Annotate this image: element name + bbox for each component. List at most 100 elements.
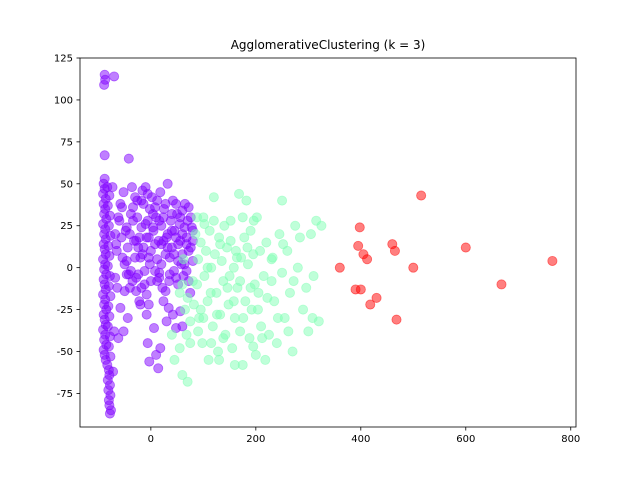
data-point xyxy=(187,276,198,287)
x-tick-label: 400 xyxy=(351,434,370,445)
data-point xyxy=(208,192,219,203)
data-point xyxy=(257,333,268,344)
data-point xyxy=(274,229,285,240)
data-point xyxy=(162,242,173,253)
data-point xyxy=(301,282,312,293)
data-point xyxy=(130,252,141,263)
data-point xyxy=(277,195,288,206)
data-point xyxy=(125,266,136,277)
data-point xyxy=(199,271,210,282)
y-tick-label: -50 xyxy=(57,347,73,358)
data-point xyxy=(222,282,233,293)
data-point xyxy=(105,291,116,302)
data-point xyxy=(103,220,114,231)
data-point xyxy=(109,71,120,82)
data-point xyxy=(113,212,124,223)
data-point xyxy=(185,316,196,327)
data-point xyxy=(153,363,164,374)
data-point xyxy=(255,245,266,256)
data-point xyxy=(111,239,122,250)
data-point xyxy=(225,235,236,246)
x-tick-label: 600 xyxy=(456,434,475,445)
data-point xyxy=(155,187,166,198)
data-point xyxy=(143,299,154,310)
data-point xyxy=(104,210,115,221)
cluster-0-series xyxy=(98,69,198,419)
data-point xyxy=(272,312,283,323)
data-point xyxy=(182,292,193,303)
data-point xyxy=(292,262,303,273)
data-point xyxy=(102,200,113,211)
data-point xyxy=(202,262,213,273)
data-point xyxy=(174,287,185,298)
data-point xyxy=(354,222,365,233)
data-point xyxy=(371,292,382,303)
data-point xyxy=(133,242,144,253)
data-point xyxy=(174,343,185,354)
data-point xyxy=(253,287,264,298)
data-point xyxy=(160,198,171,209)
data-point xyxy=(262,292,273,303)
y-tick-label: -25 xyxy=(57,305,73,316)
data-point xyxy=(267,252,278,263)
data-point xyxy=(168,249,179,260)
data-point xyxy=(150,202,161,213)
data-point xyxy=(141,289,152,300)
data-point xyxy=(334,262,345,273)
data-point xyxy=(229,312,240,323)
data-point xyxy=(131,272,142,283)
data-point xyxy=(179,222,190,233)
data-point xyxy=(362,254,373,265)
data-point xyxy=(192,212,203,223)
data-point xyxy=(154,215,165,226)
data-point xyxy=(235,276,246,287)
data-point xyxy=(242,242,253,253)
y-tick-label: 75 xyxy=(60,137,73,148)
data-point xyxy=(177,321,188,332)
data-point xyxy=(132,212,143,223)
chart-title: AgglomerativeClustering (k = 3) xyxy=(231,38,426,52)
data-point xyxy=(200,245,211,256)
data-point xyxy=(229,359,240,370)
data-point xyxy=(416,190,427,201)
data-point xyxy=(207,321,218,332)
data-point xyxy=(266,276,277,287)
data-point xyxy=(206,338,217,349)
data-point xyxy=(198,312,209,323)
data-point xyxy=(252,304,263,315)
y-tick-label: 50 xyxy=(60,179,73,190)
data-point xyxy=(139,266,150,277)
data-point xyxy=(214,354,225,365)
data-point xyxy=(110,272,121,283)
data-point xyxy=(284,287,295,298)
points-group xyxy=(98,69,558,419)
data-point xyxy=(107,182,118,193)
data-point xyxy=(188,299,199,310)
data-point xyxy=(231,252,242,263)
data-point xyxy=(241,195,252,206)
y-tick-label: 25 xyxy=(60,221,73,232)
data-point xyxy=(224,271,235,282)
data-point xyxy=(288,276,299,287)
data-point xyxy=(122,312,133,323)
data-point xyxy=(149,323,160,334)
data-point xyxy=(135,299,146,310)
data-point xyxy=(234,188,245,199)
data-point xyxy=(190,229,201,240)
data-point xyxy=(160,286,171,297)
data-point xyxy=(99,79,110,90)
data-point xyxy=(496,279,507,290)
data-point xyxy=(171,198,182,209)
data-point xyxy=(182,376,193,387)
cluster-2-series xyxy=(334,190,558,325)
data-point xyxy=(242,259,253,270)
x-tick-label: 800 xyxy=(561,434,580,445)
data-point xyxy=(228,262,239,273)
data-point xyxy=(294,232,305,243)
data-point xyxy=(177,205,188,216)
y-tick-label: 100 xyxy=(54,95,73,106)
data-point xyxy=(547,255,558,266)
data-point xyxy=(102,260,113,271)
